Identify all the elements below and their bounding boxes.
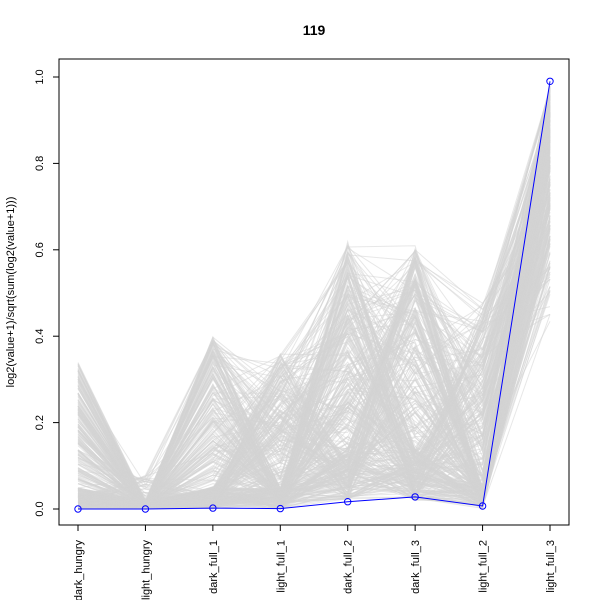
x-tick-label: light_full_1 bbox=[275, 540, 287, 593]
background-line bbox=[77, 91, 551, 504]
y-tick-label: 1.0 bbox=[34, 69, 46, 84]
data-point bbox=[141, 505, 150, 513]
chart-title: 119 bbox=[303, 22, 326, 38]
highlight-series bbox=[74, 77, 554, 513]
background-line bbox=[77, 189, 551, 503]
data-point bbox=[209, 504, 217, 512]
y-tick-label: 0.2 bbox=[34, 415, 46, 430]
x-tick-label: dark_full_1 bbox=[208, 540, 220, 594]
background-line bbox=[77, 101, 551, 507]
x-tick-label: dark_hungry bbox=[73, 540, 85, 600]
background-line bbox=[77, 90, 551, 508]
series-line bbox=[78, 81, 551, 510]
data-point bbox=[478, 502, 487, 510]
data-point bbox=[74, 505, 82, 513]
x-tick-label: light_full_2 bbox=[478, 540, 490, 593]
background-line bbox=[77, 124, 551, 507]
x-axis: dark_hungry light_hungry dark_full_1 light_… bbox=[73, 524, 557, 600]
x-tick-label: light_hungry bbox=[140, 540, 152, 600]
background-line bbox=[77, 271, 551, 502]
background-line bbox=[77, 105, 551, 509]
y-axis-label: log2(value+1)/sqrt(sum(log2(value+1))) bbox=[5, 197, 17, 388]
y-tick-label: 0.8 bbox=[34, 156, 46, 171]
x-tick-label: light_full_3 bbox=[545, 540, 557, 593]
data-point bbox=[344, 498, 352, 506]
y-tick-label: 0.0 bbox=[34, 501, 46, 516]
background-line bbox=[77, 104, 551, 507]
background-line bbox=[77, 243, 551, 510]
data-point bbox=[276, 504, 284, 513]
x-tick-label: dark_full_3 bbox=[410, 540, 422, 594]
background-profile-lines bbox=[77, 85, 551, 511]
data-point bbox=[411, 493, 419, 501]
data-point bbox=[546, 77, 554, 86]
y-axis: 0.0 0.2 0.4 0.6 0.8 1.0 bbox=[34, 69, 60, 517]
y-tick-label: 0.4 bbox=[34, 329, 46, 344]
background-line bbox=[77, 105, 551, 509]
y-tick-label: 0.6 bbox=[34, 242, 46, 257]
x-tick-label: dark_full_2 bbox=[343, 540, 355, 594]
background-line bbox=[77, 112, 551, 509]
